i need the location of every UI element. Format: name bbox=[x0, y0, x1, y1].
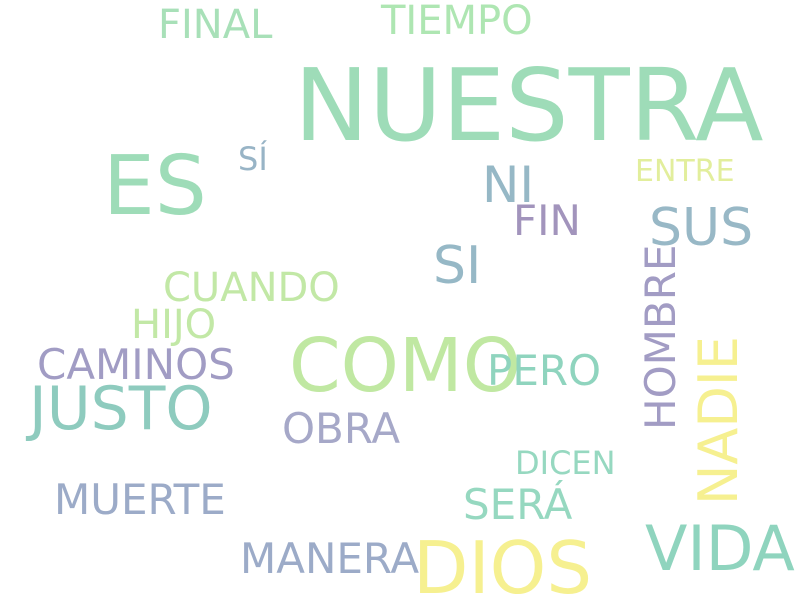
word-nadie: NADIE bbox=[687, 336, 750, 505]
word-entre: ENTRE bbox=[635, 154, 735, 189]
word-ni: NI bbox=[482, 156, 535, 214]
word-sus: SUS bbox=[649, 198, 754, 258]
word-muerte: MUERTE bbox=[54, 475, 226, 524]
word-justo: JUSTO bbox=[29, 374, 213, 444]
word-pero: PERO bbox=[487, 346, 602, 395]
word-tiempo: TIEMPO bbox=[381, 0, 533, 44]
word-hombre: HOMBRE bbox=[636, 244, 685, 430]
word-final: FINAL bbox=[158, 2, 273, 48]
word-hijo: HIJO bbox=[131, 302, 217, 348]
word-dios: DIOS bbox=[413, 526, 593, 600]
word-es: ES bbox=[103, 139, 207, 234]
word-si-acento: SÍ bbox=[238, 140, 268, 178]
word-fin: FIN bbox=[513, 196, 581, 245]
word-como: COMO bbox=[289, 323, 522, 409]
word-sera: SERÁ bbox=[463, 480, 573, 529]
word-cuando: CUANDO bbox=[163, 265, 340, 311]
word-caminos: CAMINOS bbox=[37, 340, 235, 389]
word-manera: MANERA bbox=[240, 534, 420, 583]
word-si: SI bbox=[433, 236, 482, 296]
word-nuestra: NUESTRA bbox=[294, 47, 764, 164]
word-vida: VIDA bbox=[645, 512, 795, 585]
word-obra: OBRA bbox=[282, 404, 401, 453]
word-dicen: DICEN bbox=[515, 444, 616, 482]
